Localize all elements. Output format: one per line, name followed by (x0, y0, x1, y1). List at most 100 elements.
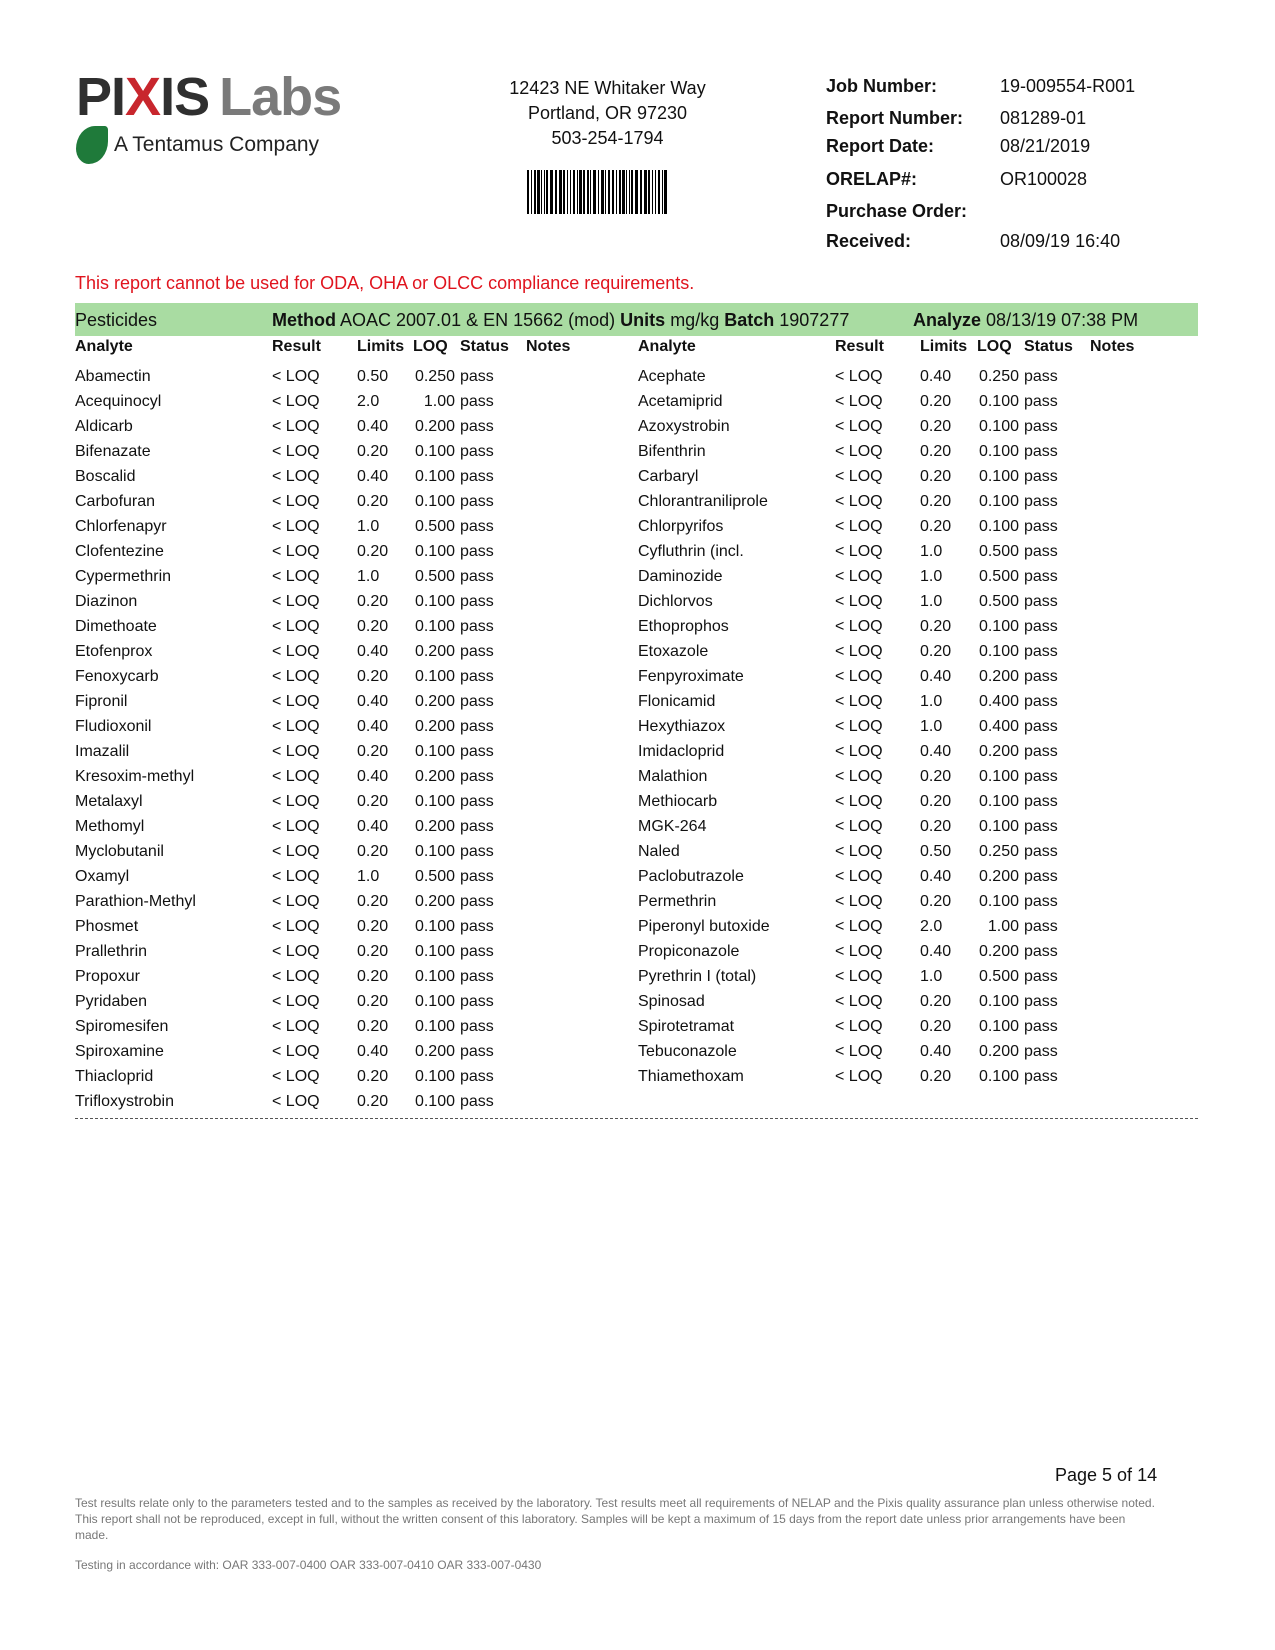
info-label: Received: (826, 231, 912, 251)
status-value: pass (460, 743, 494, 760)
loq-value: 0.200 (978, 868, 1019, 885)
result-value: < LOQ (272, 1043, 320, 1060)
analyte-name: Spiromesifen (75, 1018, 169, 1035)
limit-value: 0.20 (357, 968, 389, 985)
result-value: < LOQ (835, 718, 883, 735)
barcode-bar (534, 170, 536, 214)
barcode-bar (579, 170, 582, 214)
barcode-bar (563, 170, 565, 214)
barcode-bar (590, 170, 591, 214)
result-value: < LOQ (272, 493, 320, 510)
result-value: < LOQ (835, 968, 883, 985)
loq-value: 0.100 (978, 493, 1019, 510)
result-value: < LOQ (835, 943, 883, 960)
limit-value: 0.40 (357, 643, 389, 660)
analyze-value: 08/13/19 07:38 PM (986, 310, 1139, 330)
result-value: < LOQ (835, 668, 883, 685)
barcode (527, 170, 667, 214)
address-line1: 12423 NE Whitaker Way (509, 78, 706, 98)
info-value: 08/09/19 16:40 (1000, 231, 1121, 251)
page-number: Page 5 of 14 (1055, 1465, 1158, 1485)
limit-value: 0.20 (357, 1093, 389, 1110)
status-value: pass (1024, 643, 1058, 660)
status-value: pass (460, 493, 494, 510)
analyte-name: Flonicamid (638, 693, 716, 710)
result-value: < LOQ (272, 568, 320, 585)
analyte-name: Permethrin (638, 893, 717, 910)
status-value: pass (1024, 743, 1058, 760)
loq-value: 0.100 (414, 618, 455, 635)
loq-value: 0.100 (414, 593, 455, 610)
loq-value: 0.200 (414, 718, 455, 735)
status-value: pass (1024, 818, 1058, 835)
limit-value: 1.0 (920, 693, 943, 710)
loq-value: 0.200 (978, 1043, 1019, 1060)
batch-label: Batch (724, 310, 775, 330)
status-value: pass (460, 443, 494, 460)
barcode-bar (577, 170, 578, 214)
analyte-name: Parathion-Methyl (75, 893, 196, 910)
barcode-bar (626, 170, 627, 214)
loq-value: 0.200 (414, 643, 455, 660)
result-value: < LOQ (272, 1068, 320, 1085)
column-header: LOQ (977, 338, 1012, 355)
loq-value: 0.100 (414, 468, 455, 485)
column-header: Notes (1090, 338, 1135, 355)
loq-value: 0.200 (414, 893, 455, 910)
result-value: < LOQ (835, 643, 883, 660)
status-value: pass (1024, 793, 1058, 810)
analyte-name: Propiconazole (638, 943, 740, 960)
column-header: Limits (920, 338, 968, 355)
analyte-name: Methiocarb (638, 793, 718, 810)
barcode-bar (541, 170, 542, 214)
result-value: < LOQ (272, 743, 320, 760)
status-value: pass (1024, 368, 1058, 385)
barcode-bar (544, 170, 545, 214)
loq-value: 0.100 (978, 518, 1019, 535)
info-label: Purchase Order: (826, 201, 968, 221)
result-value: < LOQ (272, 718, 320, 735)
result-value: < LOQ (272, 643, 320, 660)
loq-value: 0.200 (978, 668, 1019, 685)
status-value: pass (460, 543, 494, 560)
status-value: pass (460, 693, 494, 710)
loq-value: 0.200 (978, 743, 1019, 760)
analyte-name: MGK-264 (638, 818, 707, 835)
status-value: pass (1024, 1068, 1058, 1085)
limit-value: 0.20 (357, 793, 389, 810)
info-label: Job Number: (826, 76, 938, 96)
logo-wordmark: PIXIS Labs (76, 67, 342, 127)
status-value: pass (460, 818, 494, 835)
status-value: pass (1024, 543, 1058, 560)
column-header: Notes (526, 338, 571, 355)
analyte-name: Clofentezine (75, 543, 164, 560)
limit-value: 1.0 (920, 543, 943, 560)
section-title: Pesticides (75, 310, 158, 330)
analyte-name: Malathion (638, 768, 708, 785)
limit-value: 0.40 (357, 1043, 389, 1060)
result-value: < LOQ (272, 968, 320, 985)
analyte-name: Oxamyl (75, 868, 130, 885)
loq-value: 0.100 (414, 493, 455, 510)
analyte-name: Chlorantraniliprole (638, 493, 768, 510)
loq-value: 0.100 (414, 668, 455, 685)
status-value: pass (1024, 468, 1058, 485)
pixis-labs-logo: PIXIS Labs A Tentamus Company (76, 67, 366, 164)
address-line2: Portland, OR 97230 (527, 103, 688, 123)
analyte-name: Bifenazate (75, 443, 151, 460)
limit-value: 1.0 (920, 718, 943, 735)
barcode-bar (531, 170, 532, 214)
loq-value: 0.100 (414, 918, 455, 935)
status-value: pass (460, 993, 494, 1010)
analyte-name: Carbaryl (638, 468, 699, 485)
analyte-name: Trifloxystrobin (75, 1093, 174, 1110)
barcode-bar (635, 170, 638, 214)
status-value: pass (1024, 668, 1058, 685)
loq-value: 0.100 (978, 643, 1019, 660)
limit-value: 0.20 (920, 1068, 952, 1085)
result-value: < LOQ (835, 818, 883, 835)
info-label: ORELAP#: (826, 169, 918, 189)
analyte-name: Propoxur (75, 968, 140, 985)
testing-standards: Testing in accordance with: OAR 333-007-… (75, 1558, 542, 1572)
limit-value: 0.40 (920, 943, 952, 960)
